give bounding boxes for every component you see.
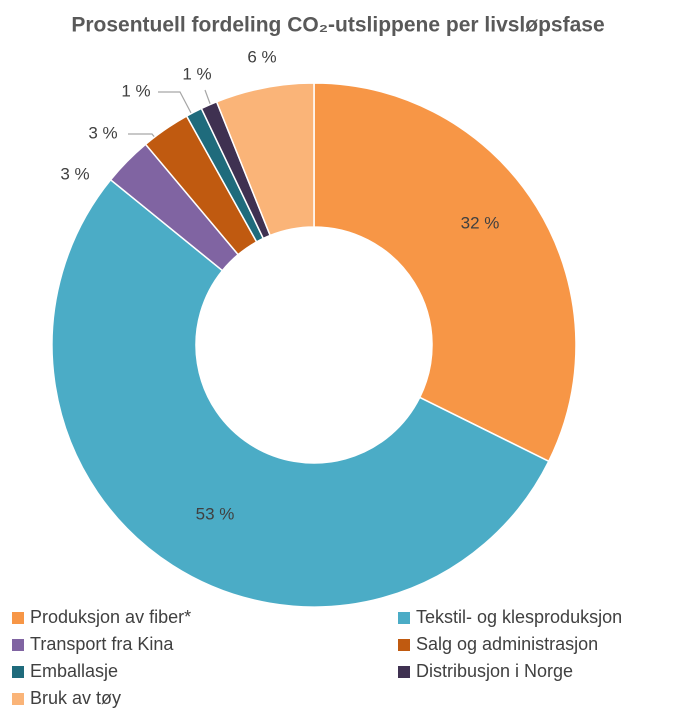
donut-segment — [313, 82, 577, 463]
legend-label: Produksjon av fiber* — [30, 607, 191, 627]
data-label: 3 % — [60, 164, 89, 183]
legend-label: Tekstil- og klesproduksjon — [416, 607, 622, 627]
chart-title: Prosentuell fordeling CO₂-utslippene per… — [71, 14, 604, 37]
legend-label: Emballasje — [30, 661, 118, 681]
legend-label: Distribusjon i Norge — [416, 661, 573, 681]
legend-swatch — [398, 639, 410, 651]
legend-swatch — [12, 666, 24, 678]
donut-segment — [215, 82, 315, 237]
legend-swatch — [12, 612, 24, 624]
data-label: 53 % — [196, 504, 235, 523]
data-label: 1 % — [121, 81, 150, 100]
data-label: 1 % — [182, 64, 211, 83]
legend-label: Bruk av tøy — [30, 688, 121, 708]
legend-swatch — [12, 693, 24, 705]
donut-segment — [51, 178, 550, 608]
legend-swatch — [398, 666, 410, 678]
legend-label: Salg og administrasjon — [416, 634, 598, 654]
data-label: 32 % — [461, 213, 500, 232]
data-label: 6 % — [247, 47, 276, 66]
legend-swatch — [12, 639, 24, 651]
data-label: 3 % — [88, 123, 117, 142]
legend-label: Transport fra Kina — [30, 634, 174, 654]
legend-swatch — [398, 612, 410, 624]
